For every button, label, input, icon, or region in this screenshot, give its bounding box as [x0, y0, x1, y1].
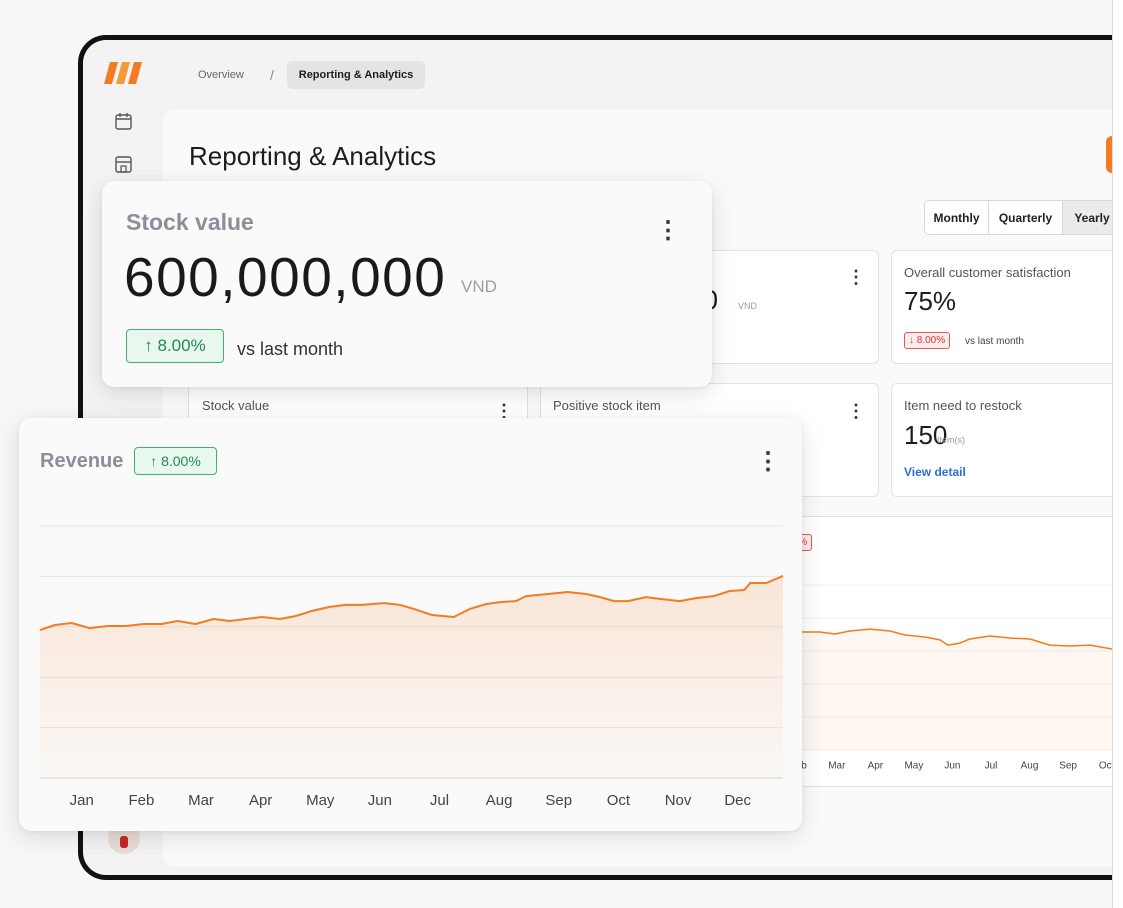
revenue-chart: Jan Feb Mar Apr May Jun Jul Aug Sep Oct Nov Dec: [39, 525, 784, 809]
sidebar-icons: [115, 113, 132, 173]
line: [39, 574, 784, 632]
logo: [104, 62, 142, 84]
kpi-value: 75%: [904, 286, 957, 316]
x-tick-label: Sep: [545, 792, 572, 809]
breadcrumb-current[interactable]: Reporting & Analytics: [287, 61, 425, 89]
kpi-title: Item need to restock: [904, 398, 1022, 413]
kpi-card: [891, 383, 1112, 497]
period-tab[interactable]: Quarterly: [988, 200, 1063, 235]
x-tick-label: Sep: [1059, 761, 1077, 772]
kpi-unit: Item(s): [937, 435, 965, 445]
change-badge: ↑ 8.00%: [126, 329, 224, 363]
primary-button[interactable]: [1106, 136, 1112, 173]
kpi-value: 150: [904, 420, 948, 450]
x-tick-label: Oct: [607, 792, 631, 809]
change-badge: ↓ 8.00%: [904, 332, 951, 349]
comparison: vs last month: [237, 339, 344, 359]
menu-button[interactable]: ⋮: [756, 448, 780, 475]
x-tick-label: May: [904, 761, 923, 772]
x-tick-label: May: [306, 792, 335, 809]
x-tick-label: Apr: [249, 792, 272, 809]
chart-title: Revenue: [40, 450, 124, 472]
x-tick-label: Nov: [665, 792, 692, 809]
x-tick-label: Oct: [1099, 761, 1115, 772]
stock-value-card: Stock value 600,000,000 VND ⋮ ↑ 8.00% vs…: [102, 181, 712, 387]
card-value: 600,000,000: [124, 246, 447, 308]
x-tick-label: Dec: [724, 792, 751, 809]
view-detail-link[interactable]: View detail: [904, 465, 966, 479]
comparison: vs last month: [965, 336, 1024, 347]
card-title: Stock value: [126, 209, 254, 235]
revenue-card: Revenue ↑ 8.00% ⋮ Jan Feb Mar Apr May Jun Jul A…: [19, 418, 802, 831]
period-tab-active[interactable]: Yearly: [1062, 200, 1112, 235]
area: [799, 629, 1112, 750]
x-tick-label: Jul: [430, 792, 449, 809]
x-tick-label: Aug: [1021, 761, 1039, 772]
x-tick-label: Apr: [868, 761, 884, 772]
card-unit: VND: [461, 277, 497, 296]
x-tick-label: Jun: [368, 792, 392, 809]
kpi-title: Overall customer satisfaction: [904, 265, 1071, 280]
breadcrumb-separator: /: [270, 67, 274, 83]
kpi-unit: VND: [738, 301, 758, 311]
breadcrumb-link[interactable]: Overview: [198, 69, 244, 81]
area: [40, 575, 783, 778]
x-tick-label: Jan: [70, 792, 94, 809]
page-title: Reporting & Analytics: [189, 141, 437, 171]
menu-button[interactable]: ⋮: [847, 401, 865, 421]
x-tick-label: Jun: [944, 761, 960, 772]
kpi-title: Positive stock item: [553, 398, 661, 413]
menu-button[interactable]: ⋮: [495, 401, 513, 421]
x-tick-label: Mar: [188, 792, 214, 809]
x-tick-label: Feb: [128, 792, 154, 809]
change-badge: ↑ 8.00%: [134, 447, 217, 475]
line: [799, 628, 1112, 650]
menu-button[interactable]: ⋮: [656, 217, 680, 244]
kpi-title: Stock value: [202, 398, 270, 413]
x-tick-label: Mar: [828, 761, 846, 772]
scrollbar-edge: [1112, 0, 1123, 908]
x-tick-label: Aug: [486, 792, 513, 809]
menu-button[interactable]: ⋮: [847, 267, 865, 287]
x-tick-label: Jul: [985, 761, 998, 772]
period-tab[interactable]: Monthly: [924, 200, 989, 235]
